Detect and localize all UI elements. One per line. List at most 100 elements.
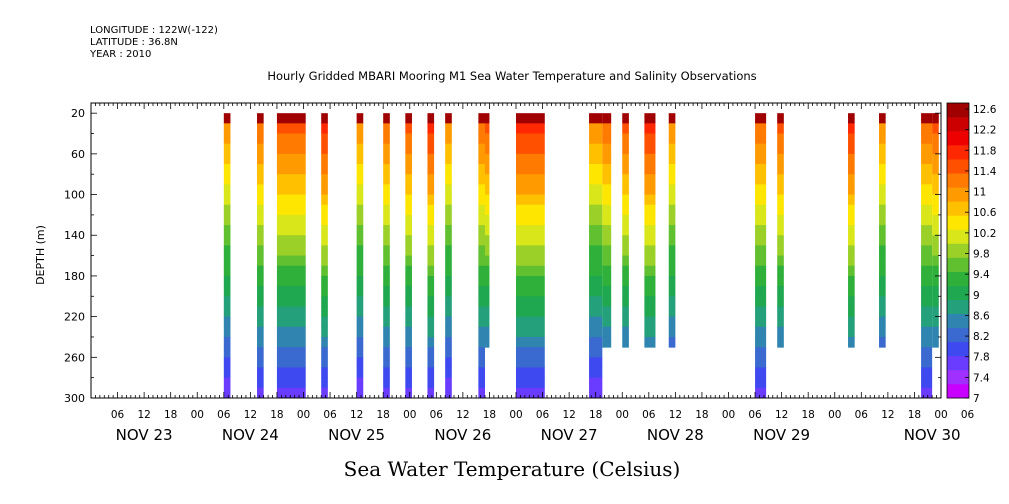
temperature-cell (223, 245, 231, 257)
temperature-cell (321, 214, 328, 226)
temperature-cell (932, 204, 939, 216)
temperature-cell (848, 204, 855, 216)
temperature-cell (644, 174, 656, 185)
x-day-label: NOV 26 (434, 426, 491, 444)
temperature-cell (257, 265, 264, 277)
temperature-cell (427, 377, 435, 389)
temperature-cell (405, 367, 412, 379)
colorbar-label: 7 (973, 393, 980, 405)
temperature-cell (427, 316, 435, 328)
temperature-cell (755, 336, 767, 348)
temperature-cell (321, 204, 328, 216)
temperature-cell (223, 133, 231, 145)
temperature-cell (276, 336, 306, 348)
temperature-cell (921, 214, 933, 226)
longitude-label: LONGITUDE : 122W(-122) (90, 25, 218, 36)
temperature-cell (879, 275, 886, 287)
colorbar-swatch (947, 369, 969, 385)
temperature-cell (589, 123, 603, 135)
temperature-cell (356, 194, 364, 206)
temperature-cell (485, 245, 490, 257)
temperature-cell (932, 194, 939, 206)
temperature-cell (622, 225, 629, 236)
x-hour-tick-label: 12 (562, 409, 575, 421)
temperature-cell (405, 296, 412, 307)
temperature-cell (276, 316, 306, 328)
temperature-cell (848, 143, 855, 155)
temperature-cell (644, 275, 656, 287)
x-hour-tick-label: 12 (881, 409, 894, 421)
temperature-cell (589, 245, 603, 257)
temperature-cell (321, 174, 328, 185)
temperature-cell (445, 306, 452, 318)
temperature-cell (921, 204, 933, 216)
temperature-cell (478, 113, 486, 124)
x-hour-tick-label: 12 (775, 409, 788, 421)
temperature-cell (485, 214, 490, 226)
temperature-cell (644, 245, 656, 257)
temperature-cell (485, 316, 490, 328)
temperature-cell (602, 275, 612, 287)
x-hour-tick-label: 06 (323, 409, 337, 421)
temperature-cell (478, 387, 486, 399)
colorbar-swatch (947, 215, 969, 230)
temperature-cell (516, 245, 545, 257)
temperature-cell (602, 113, 612, 124)
observation-band (257, 113, 264, 399)
temperature-cell (622, 123, 629, 135)
colorbar-swatch (947, 145, 969, 160)
temperature-cell (668, 153, 676, 165)
observation-band (276, 113, 306, 399)
colorbar-label: 11.4 (973, 166, 997, 178)
colorbar-label: 12.6 (973, 104, 997, 116)
temperature-cell (383, 153, 390, 165)
y-tick-label: 20 (71, 107, 85, 120)
temperature-cell (276, 265, 306, 277)
x-hour-tick-label: 06 (961, 409, 975, 421)
temperature-cell (257, 387, 264, 399)
temperature-cell (589, 347, 603, 358)
temperature-cell (321, 326, 328, 338)
temperature-cell (589, 153, 603, 165)
temperature-cell (516, 255, 545, 267)
temperature-cell (257, 123, 264, 135)
temperature-cell (921, 194, 933, 206)
temperature-cell (276, 235, 306, 246)
temperature-cell (755, 143, 767, 155)
temperature-cell (257, 194, 264, 206)
temperature-cell (276, 174, 306, 185)
temperature-cell (622, 275, 629, 287)
temperature-cell (777, 214, 784, 226)
temperature-cell (445, 347, 452, 358)
temperature-cell (644, 336, 656, 348)
x-day-label: NOV 23 (116, 426, 173, 444)
temperature-cell (427, 153, 435, 165)
temperature-cell (777, 113, 784, 124)
temperature-cell (668, 164, 676, 175)
temperature-cell (276, 367, 306, 379)
x-hour-tick-label: 00 (722, 409, 735, 421)
temperature-cell (589, 286, 603, 297)
temperature-cell (668, 174, 676, 185)
temperature-cell (777, 255, 784, 267)
temperature-cell (405, 265, 412, 277)
temperature-cell (921, 184, 933, 196)
temperature-cell (668, 184, 676, 196)
temperature-cell (427, 214, 435, 226)
temperature-cell (932, 123, 939, 135)
temperature-cell (777, 123, 784, 135)
y-tick-label: 100 (64, 189, 85, 202)
temperature-cell (932, 316, 939, 328)
latitude-label: LATITUDE : 36.8N (90, 37, 178, 48)
colorbar-swatch (947, 187, 969, 202)
temperature-cell (321, 286, 328, 297)
temperature-cell (276, 214, 306, 226)
temperature-cell (276, 347, 306, 358)
colorbar-label: 10.6 (973, 207, 997, 219)
temperature-cell (668, 275, 676, 287)
temperature-cell (622, 204, 629, 216)
temperature-cell (321, 255, 328, 267)
temperature-cell (223, 255, 231, 267)
temperature-cell (644, 286, 656, 297)
temperature-cell (777, 306, 784, 318)
